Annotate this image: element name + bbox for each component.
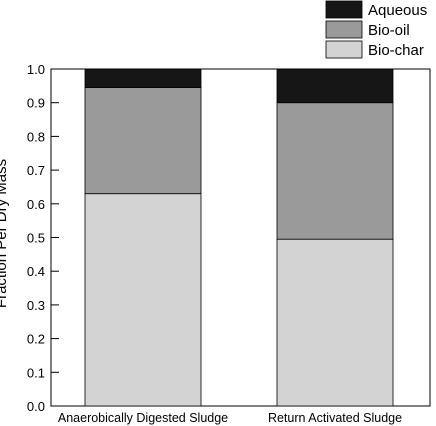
- legend-item: Bio-oil: [325, 20, 410, 39]
- legend-label: Bio-oil: [368, 22, 410, 39]
- bar-segment-aqueous: [84, 68, 202, 88]
- bar-segment-bio-oil: [84, 87, 202, 195]
- x-axis: Anaerobically Digested Sludge Return Acti…: [58, 411, 402, 425]
- bar-segment-bio-char: [84, 193, 202, 407]
- bar-segment-bio-oil: [276, 102, 394, 240]
- y-tick-label: 0.6: [27, 197, 45, 212]
- legend-item: Aqueous: [325, 0, 427, 19]
- legend-swatch: [325, 0, 363, 19]
- y-tick-label: 0.3: [27, 298, 45, 313]
- legend-swatch: [325, 40, 363, 59]
- legend-swatch: [325, 20, 363, 39]
- y-tick-label: 0.8: [27, 129, 45, 144]
- bar-segment-aqueous: [276, 68, 394, 104]
- legend-item: Bio-char: [325, 40, 424, 59]
- x-tick-label: Return Activated Sludge: [268, 411, 402, 425]
- y-tick-label: 0.2: [27, 332, 45, 347]
- bar-stack: [84, 68, 202, 407]
- legend-label: Aqueous: [368, 2, 427, 19]
- y-tick-label: 0.7: [27, 163, 45, 178]
- x-tick-label: Anaerobically Digested Sludge: [58, 411, 228, 425]
- legend-label: Bio-char: [368, 42, 424, 59]
- bar-segment-bio-char: [276, 238, 394, 407]
- y-tick-label: 0.4: [27, 264, 45, 279]
- y-tick-label: 0.1: [27, 365, 45, 380]
- y-axis-label: Fraction Per Dry Mass: [0, 159, 10, 308]
- legend: Aqueous Bio-oil Bio-char: [325, 0, 427, 59]
- y-tick-label: 1.0: [27, 62, 45, 77]
- y-tick-label: 0.9: [27, 96, 45, 111]
- bars: [84, 68, 394, 407]
- y-tick-label: 0.0: [27, 399, 45, 414]
- y-tick-label: 0.5: [27, 231, 45, 246]
- bar-stack: [276, 68, 394, 407]
- y-axis: 0.0 0.1 0.2 0.3 0.4 0.5 0.6 0.7 0.8 0.9 1.0: [27, 62, 59, 414]
